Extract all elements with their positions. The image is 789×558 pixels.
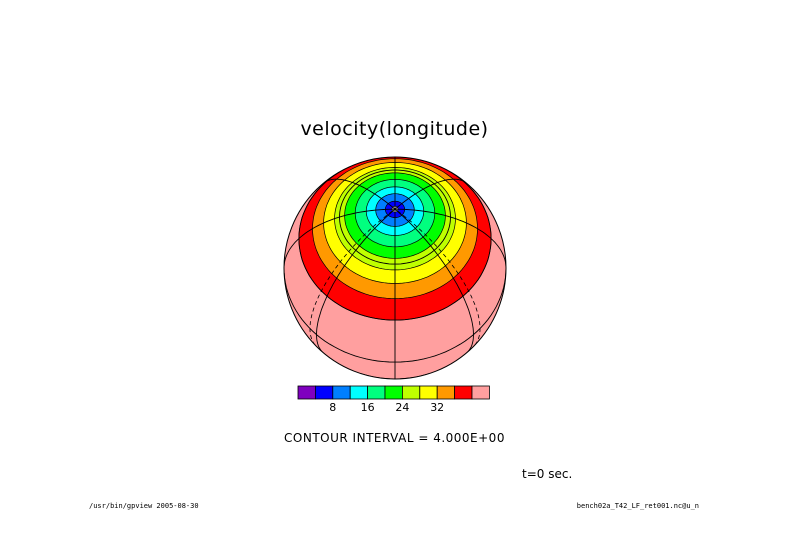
colorbar-swatch (454, 385, 473, 400)
meridian-line (284, 208, 395, 266)
graticule (284, 157, 506, 379)
colorbar: 8 16 24 32 (297, 385, 490, 414)
parallel-line (339, 169, 451, 265)
contour-interval-label: CONTOUR INTERVAL = 4.000E+00 (284, 431, 505, 445)
globe-map (284, 157, 506, 379)
parallel-line (284, 267, 506, 363)
meridian-line (394, 208, 474, 353)
globe-outline (283, 156, 507, 380)
colorbar-swatch (436, 385, 456, 400)
colorbar-swatch (314, 385, 334, 400)
meridian-line (394, 178, 467, 210)
colorbar-tick-label: 16 (361, 401, 375, 414)
dashed-contour-line (394, 208, 481, 346)
colorbar-swatch (297, 385, 316, 400)
colorbar-swatch (419, 385, 438, 400)
time-label: t=0 sec. (522, 467, 573, 481)
colorbar-swatch (471, 385, 490, 400)
footer-file-name: bench02a_T42_LF_ret001.nc@u_n (576, 502, 699, 510)
dashed-contour-line (309, 208, 396, 346)
parallel-line (298, 163, 492, 321)
colorbar-swatch (367, 385, 386, 400)
footer-program-date: /usr/bin/gpview 2005-08-30 (89, 502, 199, 510)
colorbar-tick-label: 32 (430, 401, 444, 414)
meridian-line (323, 178, 396, 210)
colorbar-swatch (401, 385, 421, 400)
colorbar-swatch (384, 385, 403, 400)
colorbar-tick-label: 24 (395, 401, 409, 414)
colorbar-swatch (349, 385, 369, 400)
meridian-line (316, 208, 396, 353)
meridian-line (395, 208, 506, 269)
plot-title: velocity(longitude) (300, 118, 489, 140)
colorbar-tick-label: 8 (329, 401, 336, 414)
colorbar-swatch (332, 385, 351, 400)
